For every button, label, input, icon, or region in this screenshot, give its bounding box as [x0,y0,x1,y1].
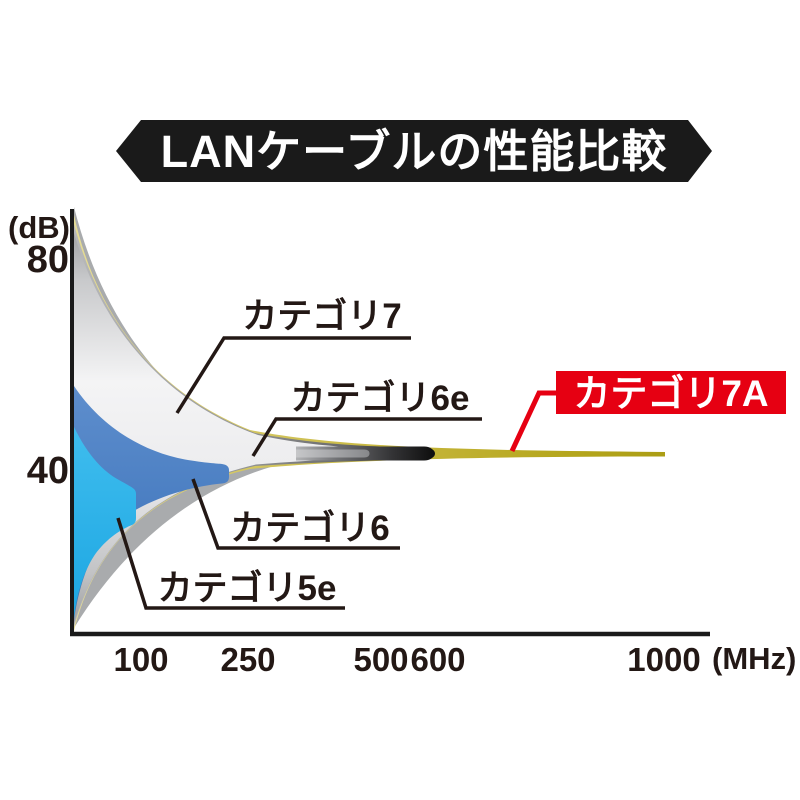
leader-cat5e [116,517,345,610]
page-title: LANケーブルの性能比較 [161,126,668,177]
y-tick-80: 80 [27,239,69,281]
label-cat7: カテゴリ7 [242,296,401,336]
x-tick-250: 250 [220,641,275,678]
x-tick-500: 500 [353,641,408,678]
label-cat6: カテゴリ6 [230,508,389,548]
x-tick-100: 100 [113,641,168,678]
label-cat5e: カテゴリ5e [158,568,337,608]
band-cat6 [74,386,229,622]
band-cat6e-tail [296,449,370,458]
leader-cat7a [509,390,557,453]
title-banner [116,120,712,182]
label-cat7a-box [556,371,786,414]
leader-cat7 [175,336,411,414]
label-cat7a: カテゴリ7A [573,372,768,414]
x-tick-1000: 1000 [627,641,700,678]
y-tick-40: 40 [27,450,69,492]
y-axis-unit: (dB) [8,210,70,245]
leader-cat6 [191,478,400,550]
leader-cat6e [251,417,482,457]
band-cat5e [74,427,136,619]
band-cat6e [74,233,378,624]
label-cat6e: カテゴリ6e [291,378,470,418]
x-tick-600: 600 [410,641,465,678]
x-axis-unit: (MHz) [712,641,796,676]
